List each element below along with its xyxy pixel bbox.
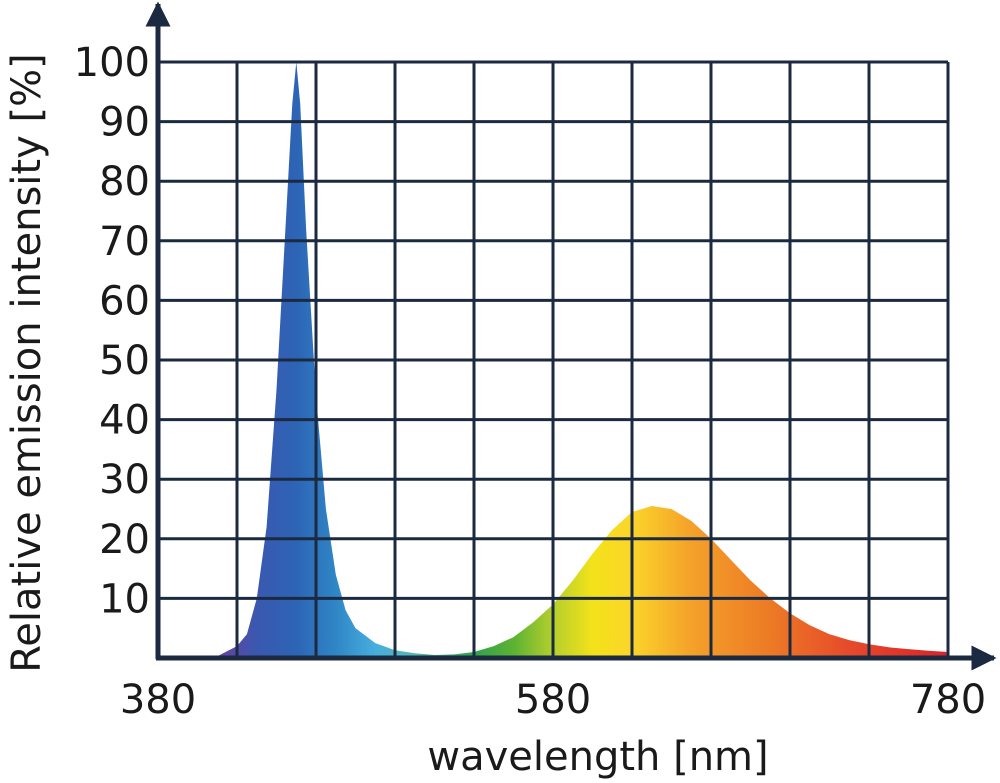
y-tick-label: 50 — [99, 338, 150, 384]
y-tick-label: 100 — [74, 40, 150, 86]
y-tick-label: 40 — [99, 398, 150, 444]
x-tick-label: 780 — [910, 677, 986, 723]
y-tick-label: 30 — [99, 457, 150, 503]
y-tick-label: 80 — [99, 159, 150, 205]
grid — [158, 60, 950, 658]
y-tick-label: 20 — [99, 517, 150, 563]
y-tick-label: 70 — [99, 219, 150, 265]
y-tick-label: 10 — [99, 576, 150, 622]
x-tick-label: 580 — [515, 677, 591, 723]
y-tick-label: 90 — [99, 100, 150, 146]
x-axis-title: wavelength [nm] — [427, 734, 768, 780]
tick-labels: 10 20 30 40 50 60 70 80 90 100 380 580 780 — [74, 40, 987, 723]
y-axis-title: Relative emission intensity [%] — [4, 53, 50, 672]
x-tick-label: 380 — [120, 677, 196, 723]
axes — [145, 1, 997, 671]
y-tick-label: 60 — [99, 278, 150, 324]
